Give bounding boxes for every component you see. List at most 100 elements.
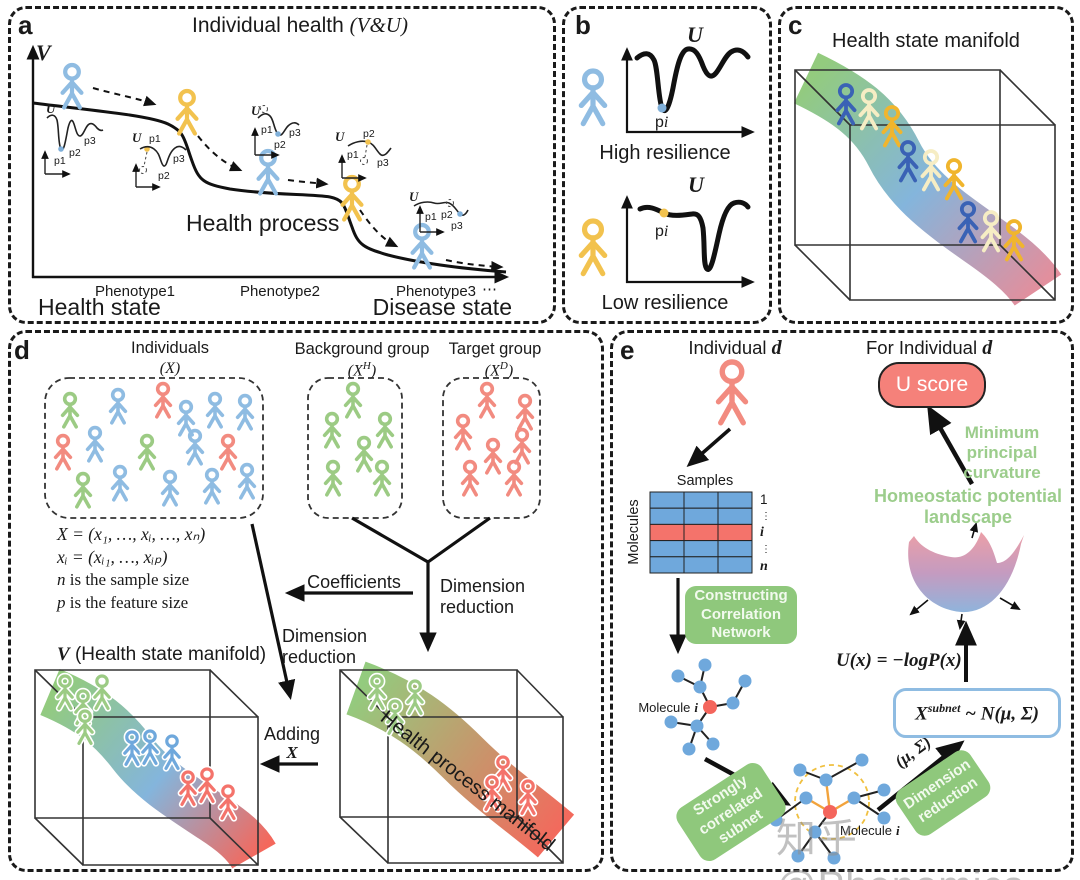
b-low-pi-label: pi bbox=[655, 223, 668, 240]
n-var: n bbox=[57, 570, 66, 589]
a-person-blue-2 bbox=[258, 150, 278, 195]
e-bowl-axes bbox=[909, 522, 1021, 631]
a-y-axis-label: V bbox=[36, 40, 51, 65]
a-person-blue-1 bbox=[62, 64, 82, 109]
b-high-state-point bbox=[657, 103, 667, 113]
p1-label: p1 bbox=[261, 124, 273, 136]
panel-b-label: b bbox=[575, 10, 591, 40]
v-var: V bbox=[57, 644, 70, 665]
b-person-yellow bbox=[580, 220, 606, 275]
d-equation-3: n is the sample size bbox=[57, 570, 189, 590]
e-for-individual-title: For Individual d bbox=[866, 337, 992, 361]
d-target-sub: (XD) bbox=[424, 360, 574, 381]
e-min-curvature-label: Minimum principal curvature bbox=[963, 423, 1041, 483]
i: i bbox=[664, 114, 668, 131]
b-low-state-point bbox=[659, 208, 669, 218]
sup-h: H bbox=[362, 360, 371, 372]
panel-a-label: a bbox=[18, 10, 33, 40]
a-u-inset-3: U p1 p2 p3 bbox=[251, 103, 301, 159]
d-background-title: Background group bbox=[294, 340, 430, 358]
a-transition-arrows bbox=[92, 87, 504, 272]
d-equation-1: X = (x₁, …, xᵢ, …, xₙ) bbox=[57, 524, 206, 544]
d-background-people bbox=[324, 383, 393, 496]
d-y-connector bbox=[351, 516, 491, 564]
p: p bbox=[655, 223, 664, 240]
panel-a bbox=[8, 6, 556, 324]
p2-label: p2 bbox=[363, 128, 375, 140]
a-tick-phenotype2: Phenotype2 bbox=[239, 283, 321, 300]
a-disease-state-label: Disease state bbox=[372, 294, 512, 320]
d-dimension-reduction-diagonal: Dimension reduction bbox=[282, 626, 368, 668]
d-right-cube bbox=[339, 669, 564, 864]
panel-c bbox=[778, 6, 1074, 324]
p-rest: is the feature size bbox=[65, 593, 189, 612]
e-samples-label: Samples bbox=[677, 473, 733, 489]
e-network1-molecule-i-node bbox=[703, 700, 717, 714]
molecule: Molecule bbox=[840, 823, 892, 838]
e-network2-outer-edges bbox=[775, 759, 885, 859]
i-var: i bbox=[694, 700, 698, 715]
panel-b-drawing: pi U pi U bbox=[580, 22, 755, 289]
e-network2-nodes bbox=[769, 753, 891, 865]
d-target-title: Target group bbox=[448, 340, 542, 358]
d-target-people bbox=[455, 383, 533, 496]
a-person-yellow-2 bbox=[342, 176, 362, 221]
p2-label: p2 bbox=[158, 170, 170, 182]
e-arrow-to-uscore bbox=[927, 404, 974, 486]
d-individuals-box bbox=[44, 377, 264, 519]
panel-a-drawing: U p1 p2 p3 U p1 p2 p3 U p1 p2 bbox=[26, 44, 510, 284]
e-matrix-row-i bbox=[649, 523, 753, 542]
e-u-equation: U(x) = −logP(x) bbox=[836, 650, 962, 671]
d-var: d bbox=[771, 337, 782, 359]
a-u-inset-4: U p1 p2 p3 bbox=[335, 128, 392, 182]
dist-rest: ~ N(μ, Σ) bbox=[960, 703, 1039, 725]
e-data-matrix: Samples Molecules 1 ⋮ i ⋮ n bbox=[626, 473, 771, 574]
a-title-math: (V&U) bbox=[349, 13, 408, 37]
c-manifold-ribbon bbox=[793, 52, 1062, 307]
p1-label: p1 bbox=[425, 211, 437, 223]
e-molecules-label: Molecules bbox=[626, 499, 642, 564]
subnet-sup: subnet bbox=[927, 700, 961, 715]
panel-e-drawing: Samples Molecules 1 ⋮ i ⋮ n Molecule i bbox=[626, 361, 1024, 865]
e-row-dots-2: ⋮ bbox=[761, 544, 771, 555]
d-equation-4: p is the feature size bbox=[57, 593, 188, 613]
p3-label: p3 bbox=[289, 127, 301, 139]
a-title: Individual health (V&U) bbox=[100, 13, 500, 39]
a-title-main: Individual health bbox=[192, 14, 350, 37]
a-u-inset-1: U p1 p2 p3 bbox=[41, 101, 104, 178]
u-label: U bbox=[335, 129, 345, 144]
a-ticks-ellipsis: ⋯ bbox=[482, 281, 497, 298]
p2-label: p2 bbox=[274, 139, 286, 151]
e-mu-sigma-label: (μ, Σ) bbox=[891, 732, 934, 771]
b-high-resilience-curve bbox=[634, 46, 751, 114]
d-process-manifold-ribbon bbox=[346, 661, 575, 858]
e-subnet-network: Molecule i bbox=[769, 753, 900, 865]
p1-label: p1 bbox=[149, 133, 161, 145]
d-v-manifold-title: V (Health state manifold) bbox=[57, 644, 266, 666]
v-rest: (Health state manifold) bbox=[69, 644, 267, 665]
c-title: Health state manifold bbox=[832, 30, 1020, 52]
b-person-blue bbox=[580, 70, 606, 125]
b-top-u-label: U bbox=[687, 22, 704, 47]
e-arrow-to-matrix bbox=[686, 427, 732, 467]
d-coefficients-label: Coefficients bbox=[307, 572, 401, 592]
u-label: U bbox=[46, 101, 56, 116]
panel-b bbox=[562, 6, 772, 324]
e-network2-molecule-i-node bbox=[823, 805, 837, 819]
e-correlation-network: Molecule i bbox=[638, 658, 752, 756]
e-network1-molecule-label: Molecule i bbox=[638, 700, 698, 715]
panel-d-label: d bbox=[14, 335, 30, 365]
e-individual-title: Individual d bbox=[655, 337, 815, 361]
a-tick-phenotype3: Phenotype3 bbox=[395, 283, 477, 300]
i: i bbox=[664, 223, 668, 240]
u-label: U bbox=[132, 130, 142, 145]
b-high-pi-label: pi bbox=[655, 114, 668, 131]
close: ) bbox=[507, 362, 514, 380]
panel-c-drawing bbox=[793, 52, 1062, 307]
panel-d bbox=[8, 330, 604, 872]
e-subnet-dashed-circle bbox=[794, 764, 870, 840]
a-curve-label: Health process bbox=[186, 210, 340, 236]
d-arrow-individuals-diagonal bbox=[250, 523, 296, 701]
e-network1-nodes bbox=[664, 658, 752, 756]
